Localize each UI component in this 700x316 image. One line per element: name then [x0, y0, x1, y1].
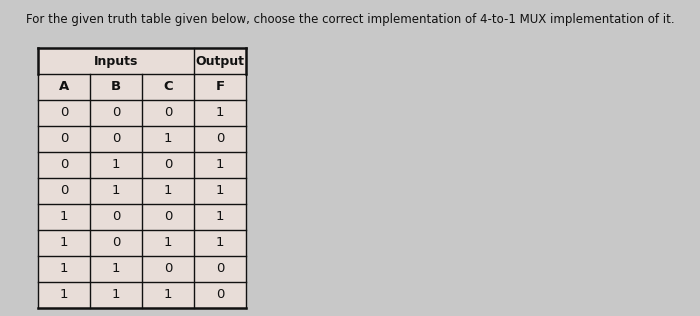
Bar	[90, 204, 142, 230]
Bar	[142, 126, 194, 152]
Bar	[38, 48, 90, 74]
Text: 0: 0	[216, 263, 224, 276]
Text: 1: 1	[112, 185, 120, 198]
Bar	[38, 282, 90, 308]
Text: 1: 1	[112, 263, 120, 276]
Text: 0: 0	[112, 106, 120, 119]
Bar	[90, 126, 142, 152]
Text: 1: 1	[164, 185, 172, 198]
Text: 1: 1	[164, 132, 172, 145]
Text: Inputs: Inputs	[94, 54, 138, 68]
Text: 0: 0	[60, 106, 68, 119]
Text: 0: 0	[216, 289, 224, 301]
Bar	[142, 230, 194, 256]
Text: 0: 0	[112, 236, 120, 250]
Bar	[142, 100, 194, 126]
Bar	[90, 48, 142, 74]
Text: 1: 1	[216, 159, 224, 172]
Bar	[142, 74, 194, 100]
Bar	[90, 100, 142, 126]
Bar	[38, 100, 90, 126]
Bar	[38, 230, 90, 256]
Bar	[38, 74, 90, 100]
Bar	[194, 152, 246, 178]
Bar	[38, 204, 90, 230]
Bar	[38, 126, 90, 152]
Bar	[194, 282, 246, 308]
Text: 1: 1	[164, 289, 172, 301]
Text: F: F	[216, 81, 225, 94]
Bar	[90, 74, 142, 100]
Text: 1: 1	[60, 289, 69, 301]
Text: C: C	[163, 81, 173, 94]
Bar	[194, 126, 246, 152]
Bar	[194, 230, 246, 256]
Text: 1: 1	[216, 106, 224, 119]
Text: B: B	[111, 81, 121, 94]
Text: 0: 0	[216, 132, 224, 145]
Text: 0: 0	[164, 263, 172, 276]
Text: A: A	[59, 81, 69, 94]
Bar	[90, 178, 142, 204]
Text: 1: 1	[164, 236, 172, 250]
Bar	[90, 230, 142, 256]
Bar	[90, 152, 142, 178]
Text: 0: 0	[112, 132, 120, 145]
Text: 0: 0	[164, 210, 172, 223]
Bar	[38, 178, 90, 204]
Bar	[194, 256, 246, 282]
Text: 1: 1	[60, 263, 69, 276]
Text: 1: 1	[60, 236, 69, 250]
Bar	[194, 74, 246, 100]
Bar	[90, 256, 142, 282]
Bar	[38, 152, 90, 178]
Text: 0: 0	[60, 132, 68, 145]
Text: 0: 0	[112, 210, 120, 223]
Text: 0: 0	[164, 159, 172, 172]
Bar	[194, 204, 246, 230]
Bar	[90, 282, 142, 308]
Text: 1: 1	[216, 236, 224, 250]
Bar	[194, 48, 246, 74]
Text: 1: 1	[112, 159, 120, 172]
Text: 0: 0	[60, 159, 68, 172]
Text: 0: 0	[60, 185, 68, 198]
Text: Output: Output	[195, 54, 244, 68]
Text: 1: 1	[216, 185, 224, 198]
Text: For the given truth table given below, choose the correct implementation of 4-to: For the given truth table given below, c…	[26, 13, 674, 26]
Bar	[38, 256, 90, 282]
Text: 1: 1	[60, 210, 69, 223]
Bar	[194, 178, 246, 204]
Text: 0: 0	[164, 106, 172, 119]
Bar	[142, 204, 194, 230]
Bar	[142, 178, 194, 204]
Bar	[194, 100, 246, 126]
Bar	[142, 152, 194, 178]
Text: 1: 1	[112, 289, 120, 301]
Text: 1: 1	[216, 210, 224, 223]
Bar	[142, 282, 194, 308]
Bar	[142, 48, 194, 74]
Bar	[142, 256, 194, 282]
